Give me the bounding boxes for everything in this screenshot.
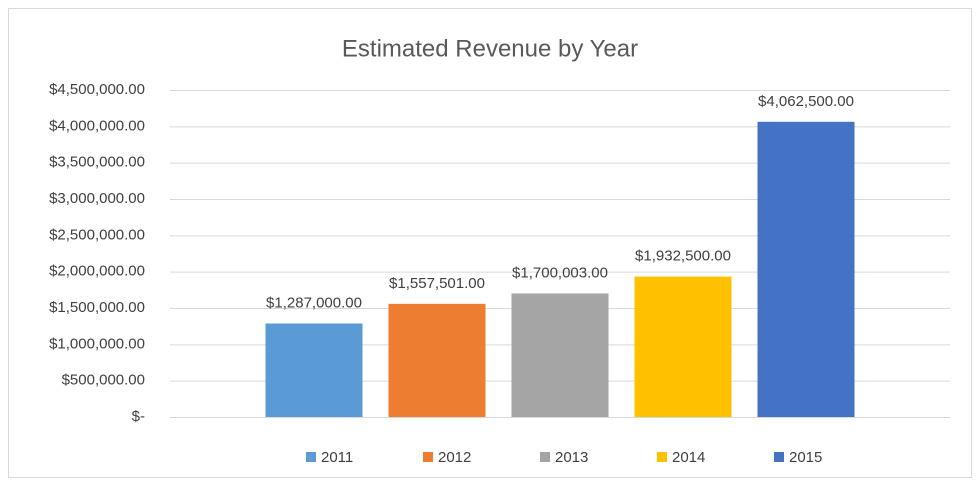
y-tick-label: $2,000,000.00: [49, 263, 145, 280]
y-tick-label: $500,000.00: [62, 372, 145, 389]
legend-swatch: [306, 452, 316, 462]
bar: [634, 276, 732, 417]
y-tick-label: $4,000,000.00: [49, 117, 145, 134]
y-tick-label: $1,500,000.00: [49, 299, 145, 316]
data-label: $1,700,003.00: [512, 264, 608, 281]
y-tick-label: $4,500,000.00: [49, 81, 145, 98]
data-label: $1,557,501.00: [389, 275, 485, 292]
bar: [757, 121, 855, 418]
y-tick-label: $1,000,000.00: [49, 335, 145, 352]
y-tick-label: $-: [132, 408, 145, 425]
data-label: $1,287,000.00: [266, 294, 362, 311]
data-label: $4,062,500.00: [758, 93, 854, 110]
legend-label: 2014: [672, 449, 705, 466]
data-label: $1,932,500.00: [635, 248, 731, 265]
legend-swatch: [540, 452, 550, 462]
bar: [511, 293, 609, 417]
chart-title: Estimated Revenue by Year: [342, 35, 638, 62]
bar: [388, 303, 486, 417]
legend-label: 2011: [321, 449, 353, 466]
y-tick-label: $3,500,000.00: [49, 154, 145, 171]
legend-swatch: [423, 452, 433, 462]
legend-label: 2013: [555, 449, 588, 466]
legend-swatch: [774, 452, 784, 462]
legend-label: 2015: [789, 449, 822, 466]
y-tick-label: $2,500,000.00: [49, 226, 145, 243]
y-tick-label: $3,000,000.00: [49, 190, 145, 207]
legend-label: 2012: [438, 449, 471, 466]
bar: [265, 323, 363, 417]
legend-swatch: [657, 452, 667, 462]
